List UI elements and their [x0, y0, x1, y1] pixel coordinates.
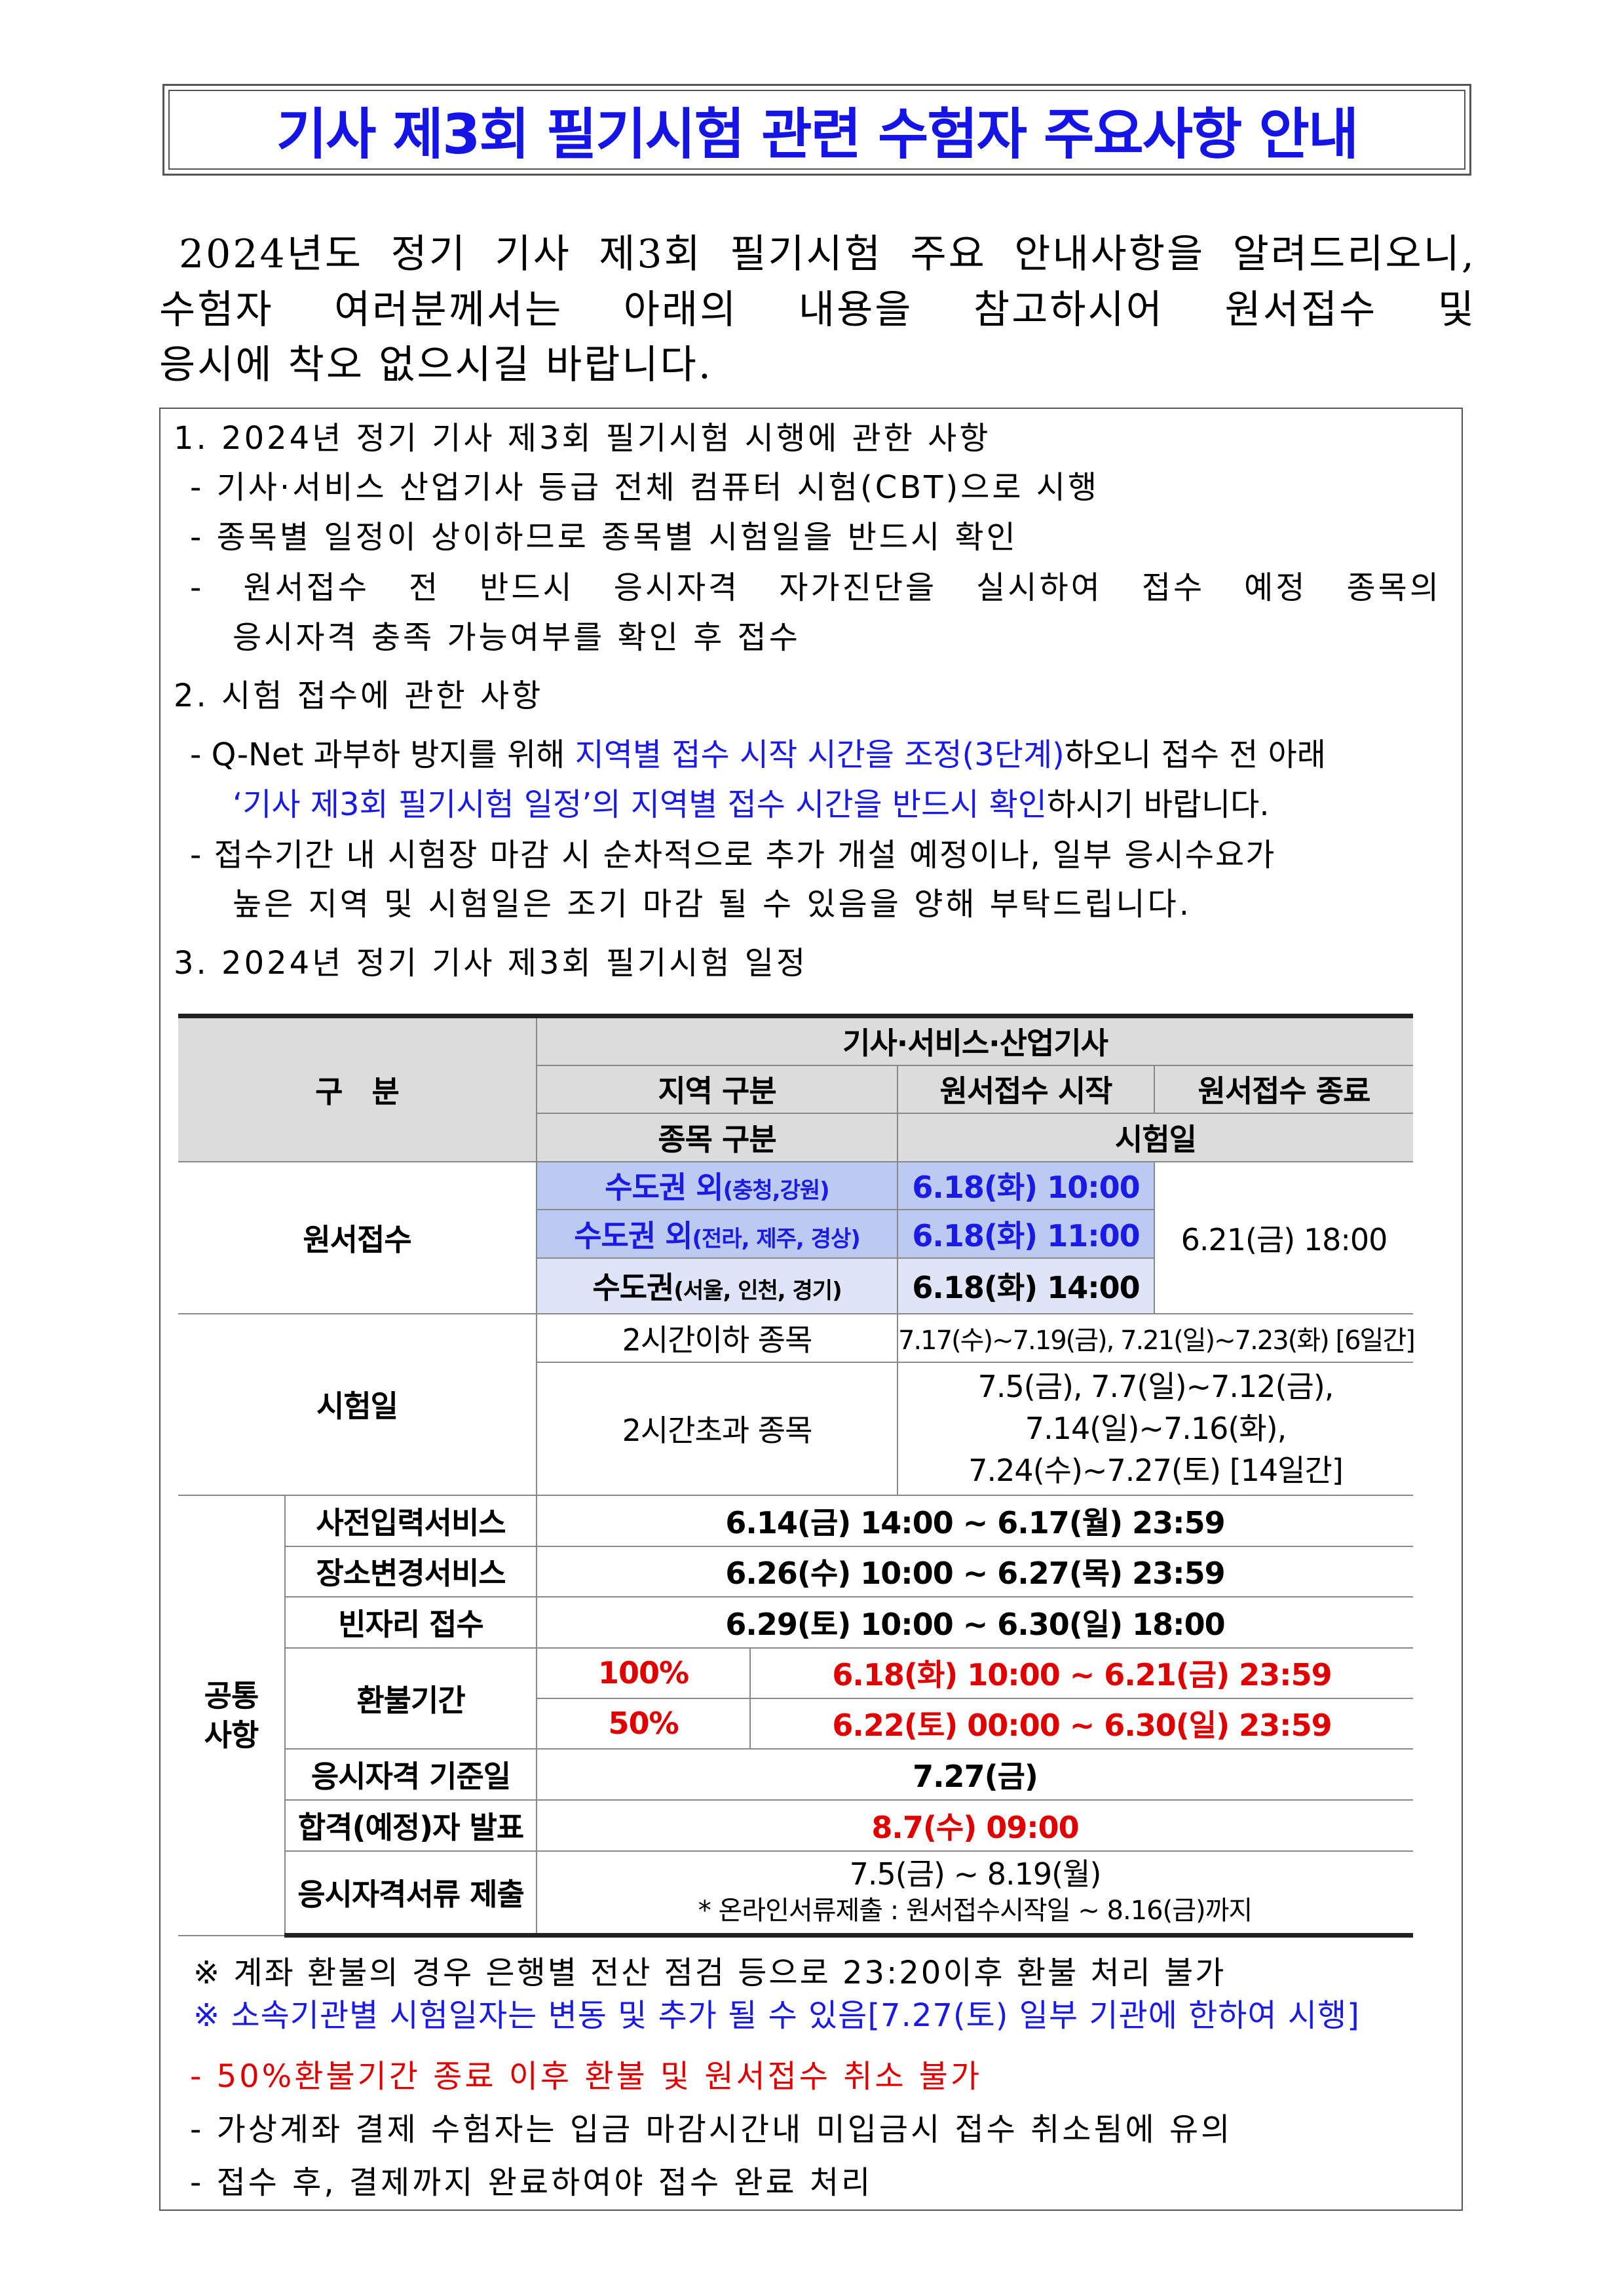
row-value: 6.26(수) 10:00 ~ 6.27(목) 23:59	[535, 1545, 1414, 1598]
subject-cell: 2시간이하 종목	[536, 1312, 898, 1363]
intro-line-1: 2024년도 정기 기사 제3회 필기시험 주요 안내사항을 알려드리오니,	[179, 231, 1476, 277]
section-2-title: 2. 시험 접수에 관한 사항	[174, 678, 544, 714]
schedule-table: 구 분 기사·서비스·산업기사 지역 구분 원서접수 시작 원서접수 종료 종목…	[178, 1014, 1416, 1938]
section-1-item: - 기사·서비스 산업기사 등급 전체 컴퓨터 시험(CBT)으로 시행	[190, 469, 1100, 506]
header-category: 구 분	[178, 1014, 537, 1162]
exam-dates-cell: 7.5(금), 7.7(일)~7.12(금), 7.14(일)~7.16(화),…	[896, 1361, 1414, 1496]
section-1-item: - 종목별 일정이 상이하므로 종목별 시험일을 반드시 확인	[190, 519, 1018, 556]
start-time-cell: 6.18(화) 10:00	[897, 1160, 1155, 1210]
region-cell: 수도권(서울, 인천, 경기)	[536, 1257, 898, 1314]
section-1-item-cont: 응시자격 충족 가능여부를 확인 후 접수	[233, 619, 801, 656]
row-value: 8.7(수) 09:00	[535, 1799, 1414, 1852]
refund-period: 6.18(화) 10:00 ~ 6.21(금) 23:59	[749, 1647, 1414, 1699]
row-value: 7.27(금)	[535, 1748, 1414, 1801]
page-title: 기사 제3회 필기시험 관련 수험자 주요사항 안내	[276, 102, 1359, 166]
section-2-item-1-cont: ‘기사 제3회 필기시험 일정’의 지역별 접수 시간을 반드시 확인하시기 바…	[233, 782, 1270, 828]
note-refund-cancel: - 50%환불기간 종료 이후 환불 및 원서접수 취소 불가	[190, 2058, 983, 2095]
region-cell: 수도권 외(전라, 제주, 경상)	[536, 1208, 898, 1259]
row-label: 응시자격 기준일	[284, 1748, 537, 1801]
row-label: 사전입력서비스	[284, 1494, 537, 1547]
section-2-item-1: - Q-Net 과부하 방지를 위해 지역별 접수 시작 시간을 조정(3단계)…	[190, 732, 1326, 778]
common-label: 공통 사항	[178, 1494, 286, 1936]
section-2-item-2: - 접수기간 내 시험장 마감 시 순차적으로 추가 개설 예정이나, 일부 응…	[190, 837, 1276, 873]
highlight-text: ‘기사 제3회 필기시험 일정’의 지역별 접수 시간을 반드시 확인	[233, 786, 1047, 823]
row-label: 응시자격서류 제출	[284, 1850, 537, 1938]
start-time-cell: 6.18(화) 11:00	[897, 1208, 1155, 1259]
row-label: 합격(예정)자 발표	[284, 1799, 537, 1852]
row-value: 6.29(토) 10:00 ~ 6.30(일) 18:00	[535, 1596, 1414, 1649]
row-label: 빈자리 접수	[284, 1596, 537, 1649]
text: - Q-Net 과부하 방지를 위해	[190, 737, 575, 773]
row-value: 7.5(금) ~ 8.19(월) * 온라인서류제출 : 원서접수시작일 ~ 8…	[535, 1850, 1414, 1938]
subject-cell: 2시간초과 종목	[536, 1361, 898, 1496]
section-3-title: 3. 2024년 정기 기사 제3회 필기시험 일정	[174, 945, 808, 982]
refund-rate: 100%	[536, 1647, 751, 1699]
exam-dates-cell: 7.17(수)~7.19(금), 7.21(일)~7.23(화) [6일간]	[896, 1312, 1416, 1363]
note-refund-time: ※ 계좌 환불의 경우 은행별 전산 점검 등으로 23:20이후 환불 처리 …	[193, 1955, 1226, 1991]
content-box	[159, 408, 1463, 2211]
highlight-text: 지역별 접수 시작 시간을 조정(3단계)	[575, 737, 1065, 773]
registration-label: 원서접수	[178, 1160, 537, 1314]
title-box: 기사 제3회 필기시험 관련 수험자 주요사항 안내	[162, 84, 1471, 176]
refund-rate: 50%	[536, 1697, 751, 1750]
header-region: 지역 구분	[536, 1064, 898, 1114]
examday-label: 시험일	[178, 1312, 537, 1496]
header-end: 원서접수 종료	[1153, 1064, 1414, 1114]
header-examday: 시험일	[896, 1112, 1414, 1162]
refund-label: 환불기간	[284, 1647, 537, 1750]
note-exam-date-change: ※ 소속기관별 시험일자는 변동 및 추가 될 수 있음[7.27(토) 일부 …	[193, 1997, 1360, 2034]
row-label: 장소변경서비스	[284, 1545, 537, 1598]
header-subject: 종목 구분	[536, 1112, 898, 1162]
registration-end-cell: 6.21(금) 18:00	[1153, 1160, 1414, 1314]
start-time-cell: 6.18(화) 14:00	[897, 1257, 1155, 1314]
note-virtual-account: - 가상계좌 결제 수험자는 입금 마감시간내 미입금시 접수 취소됨에 유의	[190, 2111, 1233, 2148]
section-1-item: - 원서접수 전 반드시 응시자격 자가진단을 실시하여 접수 예정 종목의	[190, 569, 1441, 606]
header-start: 원서접수 시작	[897, 1064, 1155, 1114]
intro-line-3: 응시에 착오 없으시길 바랍니다.	[159, 342, 713, 388]
header-group: 기사·서비스·산업기사	[535, 1014, 1414, 1066]
section-1-title: 1. 2024년 정기 기사 제3회 필기시험 시행에 관한 사항	[174, 420, 991, 457]
row-value: 6.14(금) 14:00 ~ 6.17(월) 23:59	[535, 1494, 1414, 1547]
refund-period: 6.22(토) 00:00 ~ 6.30(일) 23:59	[749, 1697, 1414, 1750]
section-2-item-2-cont: 높은 지역 및 시험일은 조기 마감 될 수 있음을 양해 부탁드립니다.	[233, 886, 1192, 923]
text: 하오니 접수 전 아래	[1064, 737, 1326, 773]
text: 하시기 바랍니다.	[1046, 786, 1270, 823]
region-cell: 수도권 외(충청,강원)	[536, 1160, 898, 1210]
note-payment-complete: - 접수 후, 결제까지 완료하여야 접수 완료 처리	[190, 2164, 873, 2201]
intro-line-2: 수험자 여러분께서는 아래의 내용을 참고하시어 원서접수 및	[159, 287, 1476, 333]
